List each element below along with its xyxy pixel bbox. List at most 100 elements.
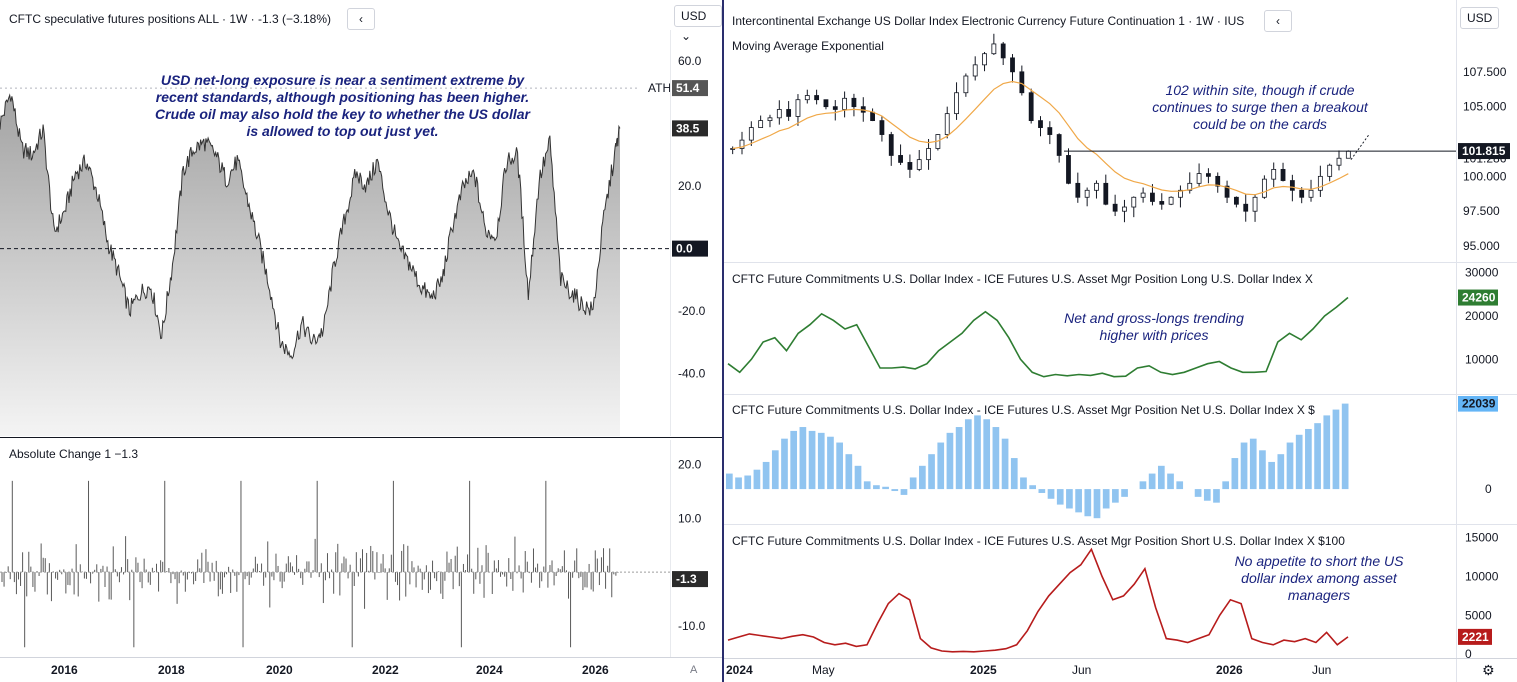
short-annotation: No appetite to short the US dollar index…: [1234, 553, 1404, 603]
change-y-tick: 10.0: [678, 511, 702, 525]
short-chart[interactable]: [724, 526, 1456, 658]
long-last-label: 24260: [1462, 291, 1496, 305]
left-panel: CFTC speculative futures positions ALL ·…: [0, 0, 722, 682]
net-bar: [726, 473, 733, 490]
net-bar: [1102, 489, 1110, 509]
right-currency-button[interactable]: USD: [1460, 7, 1500, 29]
change-axis[interactable]: 20.0 10.0 -10.0 -1.3: [670, 440, 722, 658]
dxy-price-chart[interactable]: [724, 30, 1456, 260]
candle-body: [972, 64, 978, 77]
asset-mgr-position-short-line: [727, 547, 1349, 653]
short-last-pill: [1458, 628, 1492, 645]
left-collapse-button[interactable]: ‹: [347, 8, 375, 30]
candle-body: [1122, 206, 1127, 212]
left-currency-button[interactable]: USD ⌄: [674, 5, 722, 43]
asset-mgr-position-long-line: [727, 296, 1349, 378]
candle-body: [1224, 185, 1230, 198]
net-bar: [1213, 489, 1220, 503]
candle-body: [1084, 189, 1090, 198]
positions-line: [0, 93, 621, 360]
candle-body: [730, 148, 736, 150]
net-bar: [1259, 450, 1266, 490]
candle-body: [991, 43, 997, 55]
candle-body: [748, 127, 754, 141]
change-chart[interactable]: [0, 440, 670, 658]
dxy-y-tick: 100.000: [1463, 169, 1507, 183]
net-bar: [1093, 489, 1101, 519]
candle-body: [776, 109, 782, 119]
left-price-pill: [672, 80, 708, 97]
net-bar: [1268, 461, 1275, 490]
candle-body: [832, 106, 838, 110]
net-bar: [1222, 481, 1230, 490]
net-bar: [863, 481, 871, 490]
ema-label: Moving Average Exponential: [732, 39, 884, 53]
net-bar: [753, 469, 761, 490]
candle-body: [1131, 196, 1137, 208]
long-chart[interactable]: [724, 264, 1456, 394]
right-panel: Intercontinental Exchange US Dollar Inde…: [724, 0, 1517, 682]
candle-body: [758, 120, 764, 128]
short-axis[interactable]: 15000 10000 5000 0 2221: [1457, 526, 1517, 658]
net-bar: [808, 430, 816, 490]
chevron-down-icon: ⌄: [681, 29, 692, 43]
left-currency-label: USD: [681, 9, 707, 23]
panel-divider[interactable]: [722, 0, 724, 682]
net-bar: [928, 454, 935, 490]
right-time-axis[interactable]: 2024 May 2025 Jun 2026 Jun: [724, 658, 1456, 682]
candle-body: [954, 92, 959, 115]
net-bar: [1167, 473, 1174, 490]
candle-body: [1047, 127, 1053, 135]
net-bar: [1038, 489, 1046, 493]
dxy-last-label: 101.815: [1462, 144, 1506, 158]
left-main-chart[interactable]: ATH: [0, 30, 670, 436]
net-bar: [845, 454, 853, 490]
net-bar: [1029, 485, 1036, 490]
candle-body: [1168, 196, 1174, 205]
left-x-tick: 2020: [266, 663, 293, 677]
auto-scale-button[interactable]: A: [690, 664, 698, 676]
left-time-axis[interactable]: 2016 2018 2020 2022 2024 2026: [0, 658, 670, 682]
candle-body: [1252, 196, 1258, 212]
net-chart[interactable]: [724, 396, 1456, 524]
candle-body: [926, 148, 931, 161]
dxy-price-axis[interactable]: 107.500105.000101.286100.00097.50095.000…: [1457, 30, 1517, 260]
dxy-y-tick: 107.500: [1463, 65, 1507, 79]
net-bar: [1001, 438, 1009, 490]
right-x-tick: Jun: [1312, 663, 1331, 677]
long-last-pill: [1458, 289, 1498, 306]
settings-icon[interactable]: ⚙: [1482, 662, 1495, 678]
left-x-tick: 2022: [372, 663, 399, 677]
candle-body: [1233, 196, 1239, 205]
left-price-axis[interactable]: 60.0 20.0 -20.0 -40.0 51.4 38.5 0.0: [670, 30, 722, 436]
left-price-pill: [672, 120, 708, 137]
net-axis[interactable]: 0 22039: [1457, 396, 1517, 524]
short-y-tick: 15000: [1465, 531, 1499, 545]
breakout-arrow: [1350, 134, 1370, 160]
change-y-tick: -10.0: [678, 619, 706, 633]
net-bar: [1020, 477, 1027, 490]
short-pane-title: CFTC Future Commitments U.S. Dollar Inde…: [732, 534, 1345, 548]
right-collapse-button[interactable]: ‹: [1264, 10, 1292, 32]
candle-body: [1336, 157, 1342, 166]
candle-body: [1206, 173, 1211, 177]
net-bar: [873, 485, 880, 490]
net-bar: [781, 438, 788, 490]
net-bar: [1157, 465, 1165, 490]
left-x-tick: 2026: [582, 663, 609, 677]
net-bar: [955, 427, 963, 490]
candle-body: [963, 75, 969, 94]
net-bar: [1305, 428, 1312, 490]
change-y-tick: 20.0: [678, 458, 702, 472]
net-bar: [799, 427, 807, 490]
short-y-tick: 5000: [1465, 608, 1492, 622]
candle-body: [888, 134, 894, 156]
candle-body: [814, 95, 820, 101]
long-axis[interactable]: 30000 20000 10000 24260: [1457, 264, 1517, 394]
candle-body: [907, 162, 913, 170]
candle-body: [1308, 189, 1314, 198]
right-x-tick: 2026: [1216, 663, 1243, 677]
net-bar: [1112, 489, 1119, 503]
net-bar: [1295, 434, 1303, 490]
candle-body: [944, 113, 950, 135]
